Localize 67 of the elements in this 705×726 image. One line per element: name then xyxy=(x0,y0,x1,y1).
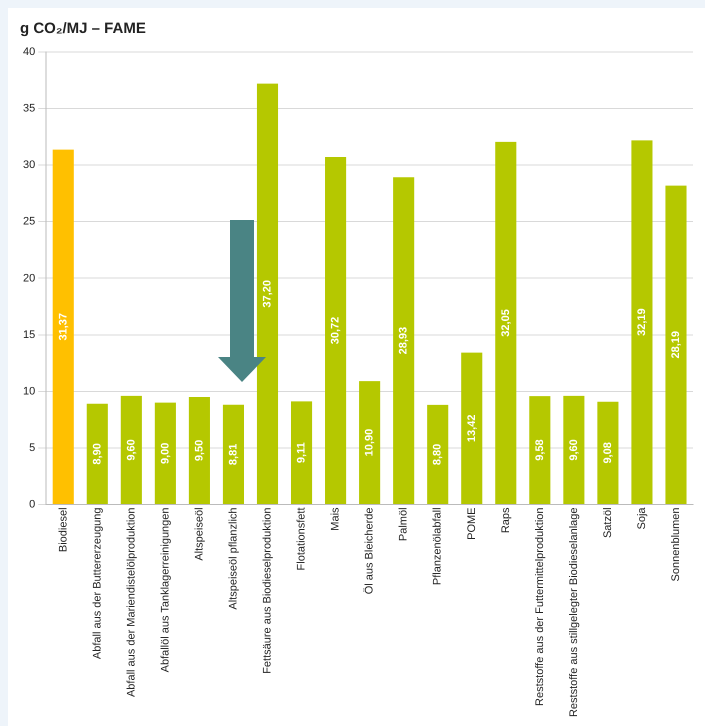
x-tick-label: Palmöl xyxy=(398,507,410,542)
data-label: 8,81 xyxy=(227,444,240,466)
bar xyxy=(256,84,278,504)
bar xyxy=(665,186,687,504)
data-label: 9,50 xyxy=(193,440,206,462)
data-label: 32,05 xyxy=(500,309,512,337)
y-tick-label: 0 xyxy=(29,498,36,510)
x-tick-label: Altspeiseöl xyxy=(193,507,206,561)
data-label: 13,42 xyxy=(466,414,478,442)
y-tick-label: 35 xyxy=(22,102,36,115)
x-tick-label: Satzöl xyxy=(602,507,614,538)
x-tick-label: Flotationsfett xyxy=(296,507,308,570)
bar xyxy=(427,404,448,504)
x-tick-label: Reststoffe aus der Futtermittelproduktion xyxy=(534,507,546,706)
x-tick-label: Altspeiseöl pflanzlich xyxy=(227,507,240,610)
bar xyxy=(86,404,108,504)
bar xyxy=(154,402,176,504)
data-label: 28,19 xyxy=(670,331,682,359)
data-label: 9,60 xyxy=(125,439,138,461)
data-label: 10,90 xyxy=(364,428,376,456)
x-tick-label: Sonnenblumen xyxy=(670,507,682,582)
bar xyxy=(393,177,414,504)
bar xyxy=(495,142,516,504)
data-label: 8,90 xyxy=(91,443,104,465)
y-tick-label: 40 xyxy=(22,46,36,58)
x-tick-label: Pflanzenölabfall xyxy=(432,507,444,586)
bar xyxy=(52,150,74,504)
bar xyxy=(290,401,312,504)
x-tick-label: Abfall aus der Buttererzeugung xyxy=(91,507,104,660)
x-tick-label: Reststoffe aus stillgelegter Biodieselanlage xyxy=(568,507,580,718)
bar xyxy=(188,397,210,504)
data-label: 9,60 xyxy=(568,439,580,461)
y-tick-label: 25 xyxy=(22,216,36,228)
y-tick-label: 15 xyxy=(22,328,36,341)
x-tick-label: Soja xyxy=(636,506,648,530)
data-label: 9,11 xyxy=(296,442,308,464)
y-tick-label: 5 xyxy=(29,442,36,454)
bar xyxy=(631,140,652,504)
data-label: 8,80 xyxy=(432,444,444,466)
data-label: 37,20 xyxy=(262,280,274,308)
bar xyxy=(359,381,380,504)
y-tick-label: 30 xyxy=(22,159,36,172)
x-tick-label: POME xyxy=(466,507,478,540)
y-tick-label: 10 xyxy=(22,385,36,398)
data-label: 31,37 xyxy=(57,313,70,341)
x-tick-label: Raps xyxy=(500,506,512,534)
bar xyxy=(563,396,584,504)
bar xyxy=(461,352,482,504)
x-tick-label: Biodiesel xyxy=(57,507,70,552)
data-label: 9,08 xyxy=(602,442,614,464)
data-label: 9,58 xyxy=(534,439,546,461)
chart-title: g CO₂/MJ – FAME xyxy=(20,20,146,38)
data-label: 28,93 xyxy=(398,326,410,354)
x-tick-label: Fettsäure aus Biodieselproduktion xyxy=(262,507,274,674)
bar xyxy=(597,402,618,504)
data-label: 30,72 xyxy=(330,316,342,344)
x-tick-label: Mais xyxy=(330,506,342,531)
data-label: 32,19 xyxy=(636,308,648,336)
data-label: 9,00 xyxy=(159,442,172,464)
bar xyxy=(529,396,550,504)
x-tick-label: Öl aus Bleicherde xyxy=(362,507,376,594)
bar xyxy=(325,156,346,504)
x-tick-label: Abfallöl aus Tanklagerreinigungen xyxy=(159,507,172,672)
x-tick-label: Abfall aus der Mariendistelölproduktion xyxy=(125,507,138,698)
bar xyxy=(120,396,142,504)
y-tick-label: 20 xyxy=(22,272,36,284)
bar xyxy=(222,404,244,504)
